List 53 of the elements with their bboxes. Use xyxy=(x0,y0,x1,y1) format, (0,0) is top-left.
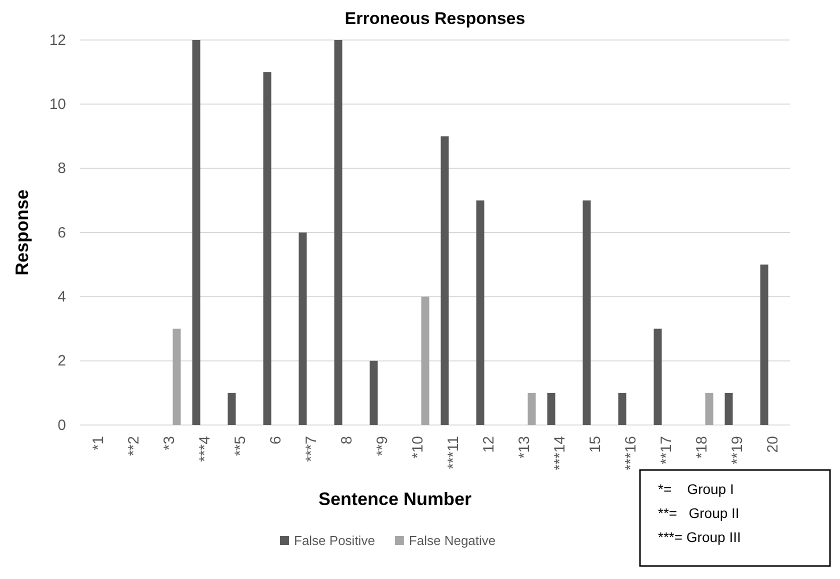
x-tick-label: *13 xyxy=(516,436,533,459)
x-tick-label: *1 xyxy=(90,436,107,450)
y-tick-label: 2 xyxy=(58,352,66,370)
x-tick-label: ***4 xyxy=(196,436,214,462)
bar xyxy=(228,392,236,425)
bar xyxy=(263,72,272,425)
bar xyxy=(654,328,662,425)
chart-title: Erroneous Responses xyxy=(344,9,526,28)
x-tick-label: ***7 xyxy=(303,436,320,462)
y-tick-label: 12 xyxy=(49,32,66,49)
bar xyxy=(705,392,714,425)
bar xyxy=(547,392,556,425)
x-tick-label: **9 xyxy=(374,436,391,456)
x-tick-label: ***14 xyxy=(552,436,568,470)
x-tick-label: 6 xyxy=(268,436,284,444)
x-tick-label: ***11 xyxy=(445,436,462,470)
bar xyxy=(370,360,378,425)
text: **= Group II xyxy=(658,505,740,521)
y-axis-title: Response xyxy=(12,189,32,276)
y-tick-label: 8 xyxy=(58,160,66,178)
x-tick-label: ***16 xyxy=(622,436,640,470)
y-tick-label: 10 xyxy=(49,96,66,113)
x-tick-label: *18 xyxy=(694,436,710,459)
bar xyxy=(582,200,591,425)
bar xyxy=(334,40,342,425)
x-tick-label: **17 xyxy=(658,436,675,464)
x-tick-label: 15 xyxy=(587,436,604,453)
bar xyxy=(760,264,768,425)
legend-label: False Positive xyxy=(294,533,375,548)
y-tick-label: 6 xyxy=(58,224,66,242)
x-tick-label: 12 xyxy=(480,436,498,453)
y-tick-label: 4 xyxy=(58,288,66,306)
bar xyxy=(476,200,484,425)
bar xyxy=(298,232,307,425)
bar xyxy=(421,296,430,425)
x-tick-label: 8 xyxy=(338,436,356,444)
x-tick-label: *10 xyxy=(410,436,426,459)
bar xyxy=(528,392,536,425)
x-axis-title: Sentence Number xyxy=(318,489,472,509)
legend-label: False Negative xyxy=(408,533,496,548)
bar xyxy=(724,392,733,425)
x-tick-label: 20 xyxy=(764,436,782,453)
bar xyxy=(192,40,200,425)
y-tick-label: 0 xyxy=(58,416,66,434)
bar xyxy=(172,328,181,425)
bar xyxy=(440,136,449,425)
x-tick-label: **5 xyxy=(232,436,249,456)
x-tick-label: **2 xyxy=(126,436,142,456)
text: ***= Group III xyxy=(658,529,741,545)
text: *= Group I xyxy=(658,481,734,497)
x-tick-label: *3 xyxy=(161,436,178,450)
x-tick-label: **19 xyxy=(729,436,746,464)
bar xyxy=(618,392,626,425)
